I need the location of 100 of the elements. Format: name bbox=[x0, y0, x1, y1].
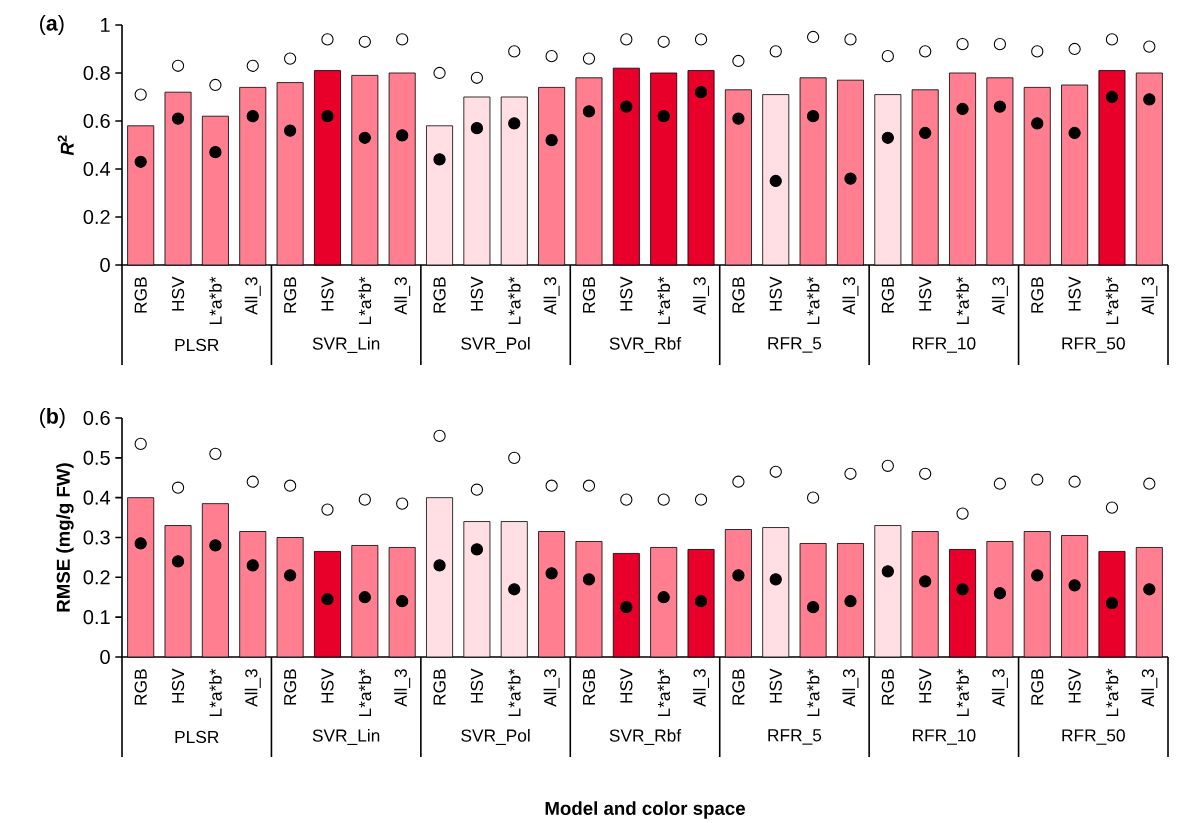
point bbox=[396, 129, 409, 142]
point bbox=[1105, 501, 1119, 514]
point bbox=[919, 467, 932, 480]
point bbox=[732, 112, 745, 125]
point bbox=[358, 493, 371, 506]
x-tick-label: L*a*b* bbox=[806, 276, 820, 325]
point bbox=[620, 493, 633, 506]
point bbox=[769, 174, 782, 188]
point bbox=[246, 559, 259, 572]
point bbox=[171, 59, 185, 72]
x-tick-label: RGB bbox=[1031, 277, 1044, 313]
point bbox=[209, 539, 222, 552]
point bbox=[545, 567, 558, 580]
x-tick-label: All_3 bbox=[693, 277, 710, 315]
point bbox=[732, 54, 745, 68]
point bbox=[1143, 40, 1156, 53]
x-tick-label: All_3 bbox=[244, 277, 261, 315]
point bbox=[993, 587, 1007, 600]
x-tick-label: HSV bbox=[919, 668, 932, 703]
point bbox=[321, 593, 334, 606]
point bbox=[283, 479, 297, 492]
point bbox=[508, 45, 521, 58]
point bbox=[171, 112, 185, 125]
point bbox=[1143, 477, 1156, 490]
x-tick-label: L*a*b* bbox=[358, 276, 372, 325]
x-axis-title: Model and color space bbox=[545, 801, 745, 819]
point bbox=[283, 124, 297, 137]
point bbox=[582, 52, 596, 65]
point bbox=[1031, 45, 1044, 58]
y-axis-title: R$^{2}$ bbox=[57, 135, 74, 156]
y-tick-label: 0.2 bbox=[83, 209, 110, 225]
point bbox=[844, 172, 857, 185]
point bbox=[433, 429, 446, 443]
point bbox=[582, 479, 596, 492]
x-tick-label: RGB bbox=[881, 669, 894, 705]
x-tick-label: RGB bbox=[283, 277, 297, 313]
point bbox=[246, 59, 259, 72]
point bbox=[919, 575, 932, 588]
point bbox=[694, 493, 708, 506]
text: SVR_Rbf bbox=[609, 728, 682, 745]
point bbox=[1068, 579, 1081, 592]
point bbox=[508, 583, 521, 596]
y-tick-label: 0.8 bbox=[83, 65, 110, 81]
x-tick-label: HSV bbox=[321, 276, 334, 311]
x-tick-label: HSV bbox=[620, 276, 633, 311]
text: RFR_50 bbox=[1062, 729, 1125, 745]
point bbox=[396, 595, 409, 608]
point bbox=[1031, 117, 1044, 130]
x-tick-label: RGB bbox=[732, 669, 745, 705]
point bbox=[993, 38, 1007, 51]
point bbox=[1068, 475, 1081, 488]
y-tick-label: 0 bbox=[100, 257, 110, 273]
point bbox=[321, 33, 334, 46]
x-tick-label: HSV bbox=[620, 668, 633, 703]
text: RFR_50 bbox=[1062, 337, 1125, 353]
point bbox=[993, 477, 1007, 490]
x-tick-label: RGB bbox=[1031, 669, 1044, 705]
point bbox=[694, 595, 708, 608]
point bbox=[657, 110, 670, 123]
y-tick-label: 0 bbox=[100, 649, 110, 665]
x-tick-label: HSV bbox=[1068, 276, 1081, 311]
chart-title: (b) bbox=[40, 408, 65, 428]
x-tick-label: RGB bbox=[881, 277, 894, 313]
x-tick-label: HSV bbox=[470, 668, 484, 703]
point bbox=[470, 71, 484, 84]
x-tick-label: HSV bbox=[769, 668, 782, 703]
point bbox=[433, 153, 446, 166]
x-tick-label: All_3 bbox=[991, 669, 1008, 707]
x-tick-label: L*a*b* bbox=[956, 276, 969, 325]
point bbox=[881, 131, 894, 144]
x-tick-label: L*a*b* bbox=[507, 668, 521, 717]
point bbox=[769, 573, 782, 586]
text: SVR_Rbf bbox=[609, 336, 682, 353]
point bbox=[321, 110, 334, 123]
x-tick-label: All_3 bbox=[842, 277, 859, 315]
point bbox=[1143, 583, 1156, 596]
x-tick-label: L*a*b* bbox=[1105, 668, 1119, 717]
text: RFR_10 bbox=[913, 729, 976, 745]
point bbox=[844, 33, 857, 46]
point bbox=[246, 475, 259, 488]
x-tick-label: All_3 bbox=[543, 669, 560, 707]
point bbox=[283, 52, 297, 65]
x-tick-label: L*a*b* bbox=[209, 276, 222, 325]
x-tick-label: HSV bbox=[171, 276, 185, 311]
point bbox=[956, 507, 969, 520]
point bbox=[806, 491, 820, 504]
point bbox=[1105, 597, 1119, 610]
x-tick-label: RGB bbox=[433, 669, 446, 705]
point bbox=[246, 110, 259, 123]
point bbox=[358, 35, 371, 48]
point bbox=[657, 591, 670, 604]
x-tick-label: All_3 bbox=[1141, 277, 1158, 315]
x-tick-label: L*a*b* bbox=[358, 668, 372, 717]
point bbox=[919, 45, 932, 58]
point bbox=[919, 126, 932, 140]
y-tick-label: 0.6 bbox=[83, 410, 110, 426]
point bbox=[582, 105, 596, 118]
point bbox=[134, 537, 147, 550]
y-tick-label: 0.5 bbox=[83, 450, 110, 465]
x-tick-label: RGB bbox=[582, 277, 596, 313]
